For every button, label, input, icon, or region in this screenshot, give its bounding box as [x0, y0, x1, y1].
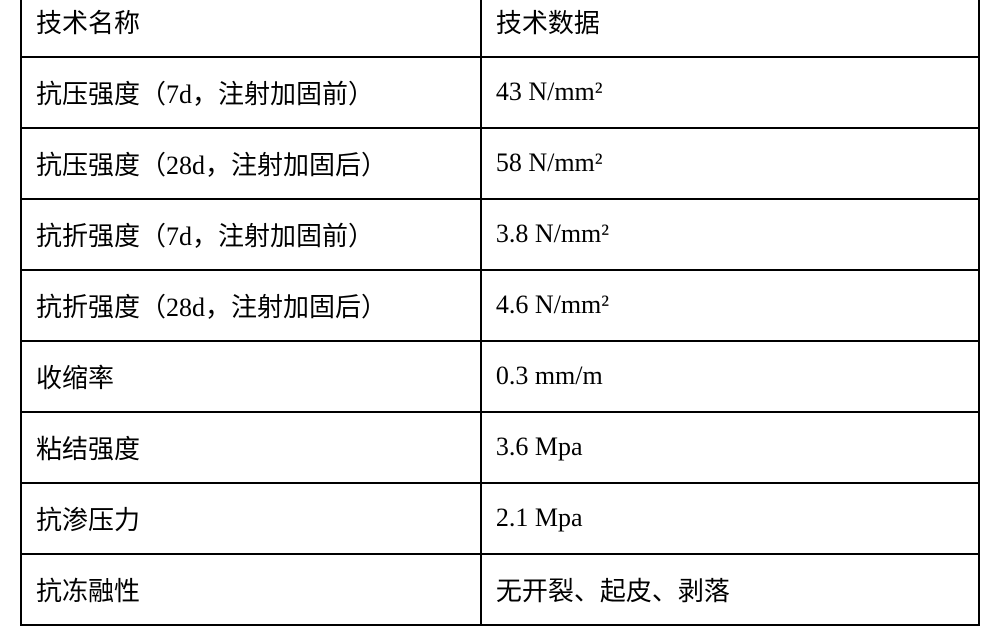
cell-value: 3.6 Mpa: [481, 412, 979, 483]
table-row: 抗渗压力 2.1 Mpa: [21, 483, 979, 554]
cell-value: 58 N/mm²: [481, 128, 979, 199]
cell-value: 无开裂、起皮、剥落: [481, 554, 979, 625]
cell-name: 粘结强度: [21, 412, 481, 483]
cell-name: 抗压强度（28d，注射加固后）: [21, 128, 481, 199]
header-cell-value: 技术数据: [481, 0, 979, 57]
cell-name: 抗折强度（28d，注射加固后）: [21, 270, 481, 341]
cell-name: 抗冻融性: [21, 554, 481, 625]
table-row: 抗折强度（28d，注射加固后） 4.6 N/mm²: [21, 270, 979, 341]
header-cell-name: 技术名称: [21, 0, 481, 57]
table-body: 技术名称 技术数据 抗压强度（7d，注射加固前） 43 N/mm² 抗压强度（2…: [21, 0, 979, 625]
cell-name: 抗折强度（7d，注射加固前）: [21, 199, 481, 270]
cell-name: 收缩率: [21, 341, 481, 412]
cell-value: 3.8 N/mm²: [481, 199, 979, 270]
tech-specs-table: 技术名称 技术数据 抗压强度（7d，注射加固前） 43 N/mm² 抗压强度（2…: [20, 0, 980, 626]
table-row: 抗折强度（7d，注射加固前） 3.8 N/mm²: [21, 199, 979, 270]
table-row: 收缩率 0.3 mm/m: [21, 341, 979, 412]
tech-specs-table-container: 技术名称 技术数据 抗压强度（7d，注射加固前） 43 N/mm² 抗压强度（2…: [20, 0, 980, 626]
cell-value: 43 N/mm²: [481, 57, 979, 128]
cell-value: 2.1 Mpa: [481, 483, 979, 554]
table-header-row: 技术名称 技术数据: [21, 0, 979, 57]
table-row: 抗冻融性 无开裂、起皮、剥落: [21, 554, 979, 625]
cell-name: 抗渗压力: [21, 483, 481, 554]
cell-name: 抗压强度（7d，注射加固前）: [21, 57, 481, 128]
table-row: 抗压强度（28d，注射加固后） 58 N/mm²: [21, 128, 979, 199]
table-row: 粘结强度 3.6 Mpa: [21, 412, 979, 483]
cell-value: 0.3 mm/m: [481, 341, 979, 412]
cell-value: 4.6 N/mm²: [481, 270, 979, 341]
table-row: 抗压强度（7d，注射加固前） 43 N/mm²: [21, 57, 979, 128]
